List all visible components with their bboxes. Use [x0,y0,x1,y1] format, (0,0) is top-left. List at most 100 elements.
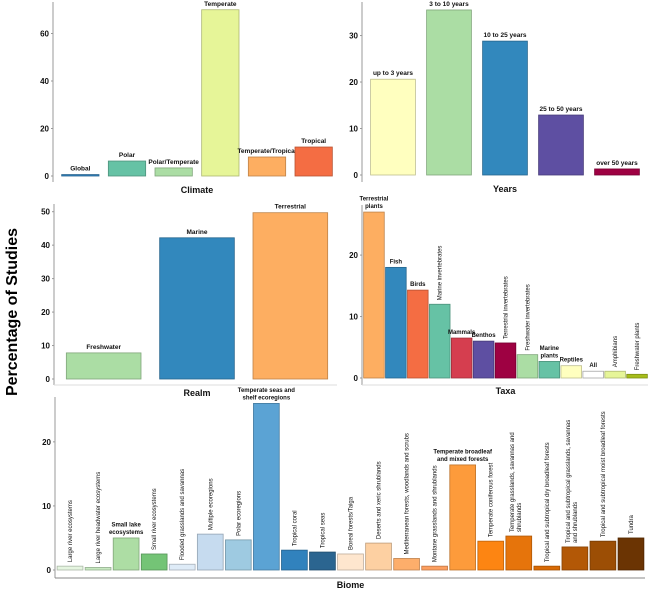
taxa-bar-label: Reptiles [560,358,584,364]
years-bar [594,168,640,176]
biome-bar-label: Tropical coral [292,510,298,546]
biome-bar [112,537,140,571]
taxa-bar-label: Mammals [448,330,476,336]
biome-bar-label: Large river ecosystems [68,500,74,562]
climate-bar-label: Temperate [204,1,237,8]
realm-y-tick-label: 40 [41,241,50,250]
climate-bar [61,174,100,177]
realm-bar-label: Freshwater [86,344,121,351]
climate-bar-label: Tropical [301,138,326,145]
biome-bar-label: Montane grasslands and shrublands [433,465,439,562]
taxa-bar-label: Amphibians [613,336,619,367]
biome-bar-label: Temperate grasslands, savannas andshrubl… [510,432,523,532]
biome-bar-label: Flooded grasslands and savannas [180,469,186,560]
years-bar-label: 3 to 10 years [429,1,469,8]
years-bar [538,114,584,176]
biome-bar [533,565,561,571]
taxa-bar [538,361,561,379]
years-bar [482,40,528,176]
taxa-bar [472,340,495,379]
biome-bar [449,464,476,571]
biome-bar-label: Small river ecosystems [152,488,158,550]
taxa-bar [363,211,385,379]
realm-y-tick-label: 20 [41,308,50,317]
biome-bar-label: Mediterranean forests, woodlands and scr… [405,433,411,554]
biome-bar-label: Temperate seas and shelf ecoregions [238,388,296,402]
biome-bar-label: Boreal forests/Taiga [349,496,355,550]
biome-bar [477,540,505,571]
panel-taxa: 0 10 20 Terrestrial plants Fish Birds Marine in… [349,197,648,396]
biome-y-tick-label: 10 [42,502,51,511]
realm-bar-label: Marine [187,229,208,236]
biome-bar [225,539,252,571]
biome-bar [281,549,308,571]
taxa-bar [626,373,648,379]
taxa-bar-label: Terrestrial invertebrates [504,276,510,339]
climate-bar-label: Polar/Temperate [148,159,199,166]
realm-bar [65,352,142,380]
climate-bar [107,160,147,177]
taxa-bar [429,303,451,379]
realm-bar [159,237,235,380]
realm-y-tick-label: 10 [41,342,50,351]
taxa-bar-label: Freshwater invertebrates [525,284,531,350]
biome-bar-label: Polar ecoregions [236,491,242,536]
biome-bar-label: Small lake ecosystems [109,522,144,536]
biome-bar-label: Tropical and subtropical dry broadleaf f… [545,442,551,562]
realm-x-axis-title: Realm [183,388,210,398]
biome-bar [253,403,280,571]
climate-bar-label: Temperate/Tropical [237,148,296,155]
years-y-tick-label: 10 [349,125,358,134]
climate-bar-label: Global [70,166,90,173]
biome-bar [337,553,364,571]
realm-bar [252,212,329,380]
biome-bar-label: Temperate broadleaf and mixed forests [433,449,493,463]
panel-realm: 0 10 20 30 40 50 Freshwater Marine Terrestrial Re… [41,204,337,398]
biome-bar-label: Tropical and subtropical moist broadleaf… [601,411,607,537]
years-x-axis-title: Years [493,184,517,194]
climate-bar [247,156,287,177]
y-axis-title: Percentage of Studies [4,228,28,396]
y-axis-title-text: Percentage of Studies [4,227,21,397]
years-y-tick-label: 30 [349,32,358,41]
realm-y-tick-label: 0 [46,375,51,384]
biome-bar [140,553,168,571]
biome-bar-label: Temperate coniferous forest [489,462,495,537]
biome-bar [168,563,196,571]
years-bar [370,78,416,176]
taxa-bar [385,266,407,379]
biome-bar [196,533,224,571]
climate-y-tick-label: 0 [45,172,50,181]
taxa-bar-label: Fish [390,259,403,265]
climate-y-tick-label: 40 [40,77,49,86]
taxa-bar-label: All [589,363,597,369]
taxa-bar-label: Marine plants [540,346,560,360]
climate-x-axis-title: Climate [181,185,214,195]
realm-bar-label: Terrestrial [275,204,307,211]
biome-bar [84,567,112,571]
biome-bar [393,558,420,571]
taxa-bar [450,337,473,379]
taxa-x-axis-title: Taxa [496,386,517,396]
biome-bar-label: Multiple ecoregions [208,478,214,530]
climate-y-tick-label: 60 [40,30,49,39]
biome-bar [561,546,589,571]
years-bar [426,9,472,176]
taxa-bar-label: Birds [410,282,426,288]
years-bar-label: 10 to 25 years [483,32,526,39]
years-y-tick-label: 20 [349,78,358,87]
climate-bar [154,167,193,177]
biome-bar-label: Tundra [629,515,635,534]
biome-x-axis-title: Biome [337,580,365,590]
biome-y-tick-label: 0 [47,566,52,575]
climate-bar-label: Polar [119,152,136,159]
biome-bar [617,537,645,571]
biome-bar-label: Tropical seas [320,513,326,548]
biome-bar [309,551,336,571]
panel-years: 0 10 20 30 up to 3 years 3 to 10 years 10 to 2… [349,1,640,194]
biome-bar-label: Large river headwater ecosystems [96,472,102,564]
panel-climate: 0 20 40 60 Global Polar Polar/Temperate Tempera… [40,1,333,195]
years-bar-label: over 50 years [596,160,638,167]
years-y-tick-label: 0 [354,171,359,180]
